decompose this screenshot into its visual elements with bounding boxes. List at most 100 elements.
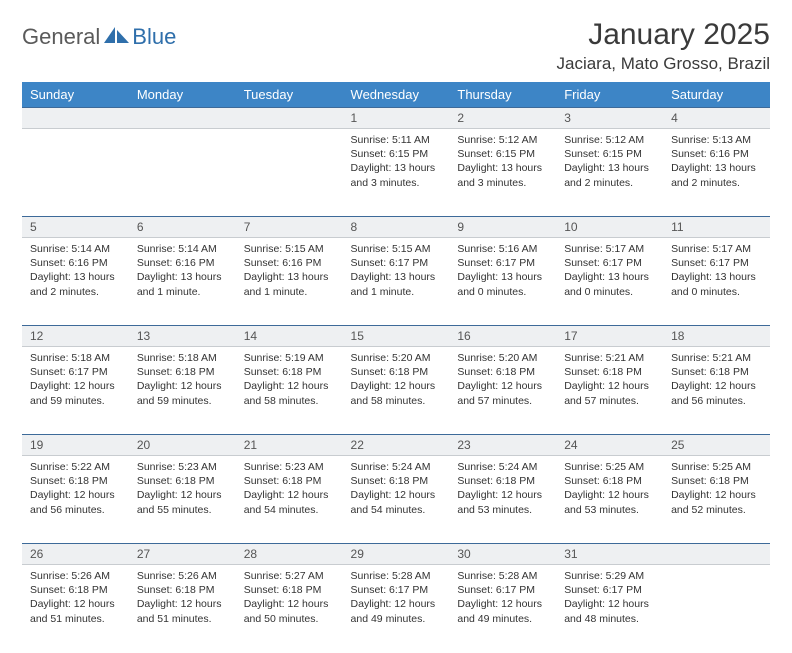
- day-cell-body: Sunrise: 5:18 AMSunset: 6:17 PMDaylight:…: [22, 347, 129, 416]
- sunset-text: Sunset: 6:18 PM: [137, 583, 228, 597]
- day-cell: [22, 129, 129, 217]
- sunrise-text: Sunrise: 5:18 AM: [30, 351, 121, 365]
- day-number-row: 12131415161718: [22, 326, 770, 347]
- sunrise-text: Sunrise: 5:14 AM: [137, 242, 228, 256]
- day-cell-body: Sunrise: 5:29 AMSunset: 6:17 PMDaylight:…: [556, 565, 663, 634]
- day-cell-body: Sunrise: 5:23 AMSunset: 6:18 PMDaylight:…: [236, 456, 343, 525]
- sunset-text: Sunset: 6:16 PM: [30, 256, 121, 270]
- day-cell: Sunrise: 5:27 AMSunset: 6:18 PMDaylight:…: [236, 565, 343, 653]
- day-number: 1: [351, 111, 358, 125]
- sunrise-text: Sunrise: 5:12 AM: [564, 133, 655, 147]
- sunrise-text: Sunrise: 5:14 AM: [30, 242, 121, 256]
- day-cell-body: Sunrise: 5:18 AMSunset: 6:18 PMDaylight:…: [129, 347, 236, 416]
- day-number: 23: [457, 438, 470, 452]
- logo: General Blue: [22, 24, 176, 50]
- sunset-text: Sunset: 6:18 PM: [564, 474, 655, 488]
- day-number-cell: 28: [236, 544, 343, 565]
- sunrise-text: Sunrise: 5:26 AM: [30, 569, 121, 583]
- day-cell-body: Sunrise: 5:26 AMSunset: 6:18 PMDaylight:…: [22, 565, 129, 634]
- day-number-row: 1234: [22, 108, 770, 129]
- daylight-text: Daylight: 12 hours and 55 minutes.: [137, 488, 228, 516]
- day-number-cell: 15: [343, 326, 450, 347]
- sunset-text: Sunset: 6:18 PM: [457, 365, 548, 379]
- day-cell: Sunrise: 5:21 AMSunset: 6:18 PMDaylight:…: [556, 347, 663, 435]
- day-number: 6: [137, 220, 144, 234]
- sunset-text: Sunset: 6:18 PM: [244, 583, 335, 597]
- day-cell: Sunrise: 5:25 AMSunset: 6:18 PMDaylight:…: [663, 456, 770, 544]
- day-number-cell: 23: [449, 435, 556, 456]
- weekday-header: Monday: [129, 82, 236, 108]
- day-cell-body: Sunrise: 5:20 AMSunset: 6:18 PMDaylight:…: [343, 347, 450, 416]
- sunset-text: Sunset: 6:15 PM: [457, 147, 548, 161]
- day-number: 2: [457, 111, 464, 125]
- day-number-cell: 30: [449, 544, 556, 565]
- day-number-row: 19202122232425: [22, 435, 770, 456]
- weekday-header: Saturday: [663, 82, 770, 108]
- day-cell: Sunrise: 5:26 AMSunset: 6:18 PMDaylight:…: [22, 565, 129, 653]
- sunrise-text: Sunrise: 5:23 AM: [137, 460, 228, 474]
- day-number-cell: [663, 544, 770, 565]
- sunset-text: Sunset: 6:17 PM: [457, 256, 548, 270]
- day-cell: Sunrise: 5:15 AMSunset: 6:17 PMDaylight:…: [343, 238, 450, 326]
- day-cell-body: Sunrise: 5:13 AMSunset: 6:16 PMDaylight:…: [663, 129, 770, 198]
- day-number: 28: [244, 547, 257, 561]
- day-cell-body: Sunrise: 5:14 AMSunset: 6:16 PMDaylight:…: [22, 238, 129, 307]
- day-cell-body: Sunrise: 5:17 AMSunset: 6:17 PMDaylight:…: [663, 238, 770, 307]
- sunset-text: Sunset: 6:15 PM: [564, 147, 655, 161]
- sunrise-text: Sunrise: 5:17 AM: [564, 242, 655, 256]
- day-number-cell: 20: [129, 435, 236, 456]
- sunrise-text: Sunrise: 5:21 AM: [564, 351, 655, 365]
- sunrise-text: Sunrise: 5:13 AM: [671, 133, 762, 147]
- day-cell: Sunrise: 5:18 AMSunset: 6:17 PMDaylight:…: [22, 347, 129, 435]
- daylight-text: Daylight: 13 hours and 2 minutes.: [30, 270, 121, 298]
- weekday-header: Thursday: [449, 82, 556, 108]
- day-cell-body: Sunrise: 5:17 AMSunset: 6:17 PMDaylight:…: [556, 238, 663, 307]
- day-number: 29: [351, 547, 364, 561]
- sunset-text: Sunset: 6:18 PM: [30, 474, 121, 488]
- day-cell: Sunrise: 5:25 AMSunset: 6:18 PMDaylight:…: [556, 456, 663, 544]
- sunset-text: Sunset: 6:18 PM: [30, 583, 121, 597]
- day-cell: Sunrise: 5:26 AMSunset: 6:18 PMDaylight:…: [129, 565, 236, 653]
- sunset-text: Sunset: 6:18 PM: [564, 365, 655, 379]
- day-number: 25: [671, 438, 684, 452]
- day-number: 7: [244, 220, 251, 234]
- daylight-text: Daylight: 12 hours and 54 minutes.: [351, 488, 442, 516]
- daylight-text: Daylight: 12 hours and 53 minutes.: [457, 488, 548, 516]
- day-number-cell: [129, 108, 236, 129]
- sunrise-text: Sunrise: 5:27 AM: [244, 569, 335, 583]
- day-number-cell: 10: [556, 217, 663, 238]
- day-cell-body: [663, 565, 770, 577]
- sunset-text: Sunset: 6:17 PM: [351, 583, 442, 597]
- sunrise-text: Sunrise: 5:21 AM: [671, 351, 762, 365]
- sunrise-text: Sunrise: 5:15 AM: [244, 242, 335, 256]
- page-header: General Blue January 2025 Jaciara, Mato …: [22, 18, 770, 74]
- title-block: January 2025 Jaciara, Mato Grosso, Brazi…: [556, 18, 770, 74]
- day-number-cell: 31: [556, 544, 663, 565]
- day-number-cell: 5: [22, 217, 129, 238]
- day-cell-body: Sunrise: 5:24 AMSunset: 6:18 PMDaylight:…: [449, 456, 556, 525]
- day-number-cell: 27: [129, 544, 236, 565]
- calendar-table: Sunday Monday Tuesday Wednesday Thursday…: [22, 82, 770, 653]
- day-content-row: Sunrise: 5:26 AMSunset: 6:18 PMDaylight:…: [22, 565, 770, 653]
- day-cell-body: Sunrise: 5:19 AMSunset: 6:18 PMDaylight:…: [236, 347, 343, 416]
- sunrise-text: Sunrise: 5:26 AM: [137, 569, 228, 583]
- day-number-cell: [236, 108, 343, 129]
- day-cell-body: Sunrise: 5:16 AMSunset: 6:17 PMDaylight:…: [449, 238, 556, 307]
- day-cell-body: Sunrise: 5:27 AMSunset: 6:18 PMDaylight:…: [236, 565, 343, 634]
- sunset-text: Sunset: 6:17 PM: [671, 256, 762, 270]
- weekday-header: Sunday: [22, 82, 129, 108]
- daylight-text: Daylight: 12 hours and 57 minutes.: [457, 379, 548, 407]
- day-number: 15: [351, 329, 364, 343]
- day-number: 30: [457, 547, 470, 561]
- day-cell-body: Sunrise: 5:26 AMSunset: 6:18 PMDaylight:…: [129, 565, 236, 634]
- day-number: 13: [137, 329, 150, 343]
- day-number-cell: 29: [343, 544, 450, 565]
- day-number: 17: [564, 329, 577, 343]
- daylight-text: Daylight: 12 hours and 56 minutes.: [671, 379, 762, 407]
- day-cell: Sunrise: 5:28 AMSunset: 6:17 PMDaylight:…: [449, 565, 556, 653]
- day-number: 22: [351, 438, 364, 452]
- sunset-text: Sunset: 6:16 PM: [671, 147, 762, 161]
- day-number-cell: 21: [236, 435, 343, 456]
- day-cell: Sunrise: 5:23 AMSunset: 6:18 PMDaylight:…: [129, 456, 236, 544]
- sunrise-text: Sunrise: 5:28 AM: [457, 569, 548, 583]
